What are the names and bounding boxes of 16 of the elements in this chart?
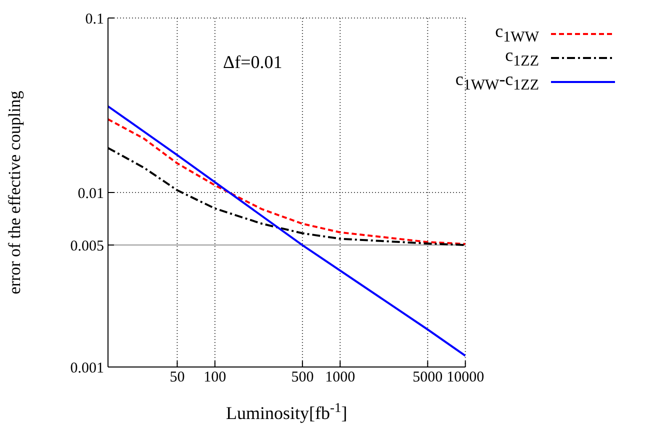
y-tick-label: 0.001 — [70, 360, 104, 376]
x-tick-label: 10000 — [446, 370, 484, 386]
legend-label: c$_{1ZZ}$ — [505, 45, 539, 71]
y-tick-label: 0.01 — [78, 186, 104, 202]
x-tick-label: 500 — [291, 370, 314, 386]
y-tick-label: 0.1 — [85, 11, 104, 28]
y-axis-title: error of the effective coupling — [5, 90, 24, 294]
y-tick-label: 0.005 — [70, 238, 104, 254]
x-tick-label: 1000 — [325, 370, 356, 386]
legend-label: c$_{1WW}$ — [495, 21, 539, 47]
x-tick-label: 100 — [204, 370, 226, 386]
x-tick-label: 5000 — [412, 370, 443, 386]
x-axis-title: Luminosity[fb$^{-1}$] — [226, 400, 348, 423]
annotation: Δf=0.01 — [223, 52, 282, 72]
legend-label: c$_{1WW}$-c$_{1ZZ}$ — [455, 69, 539, 95]
x-tick-label: 50 — [170, 370, 185, 386]
